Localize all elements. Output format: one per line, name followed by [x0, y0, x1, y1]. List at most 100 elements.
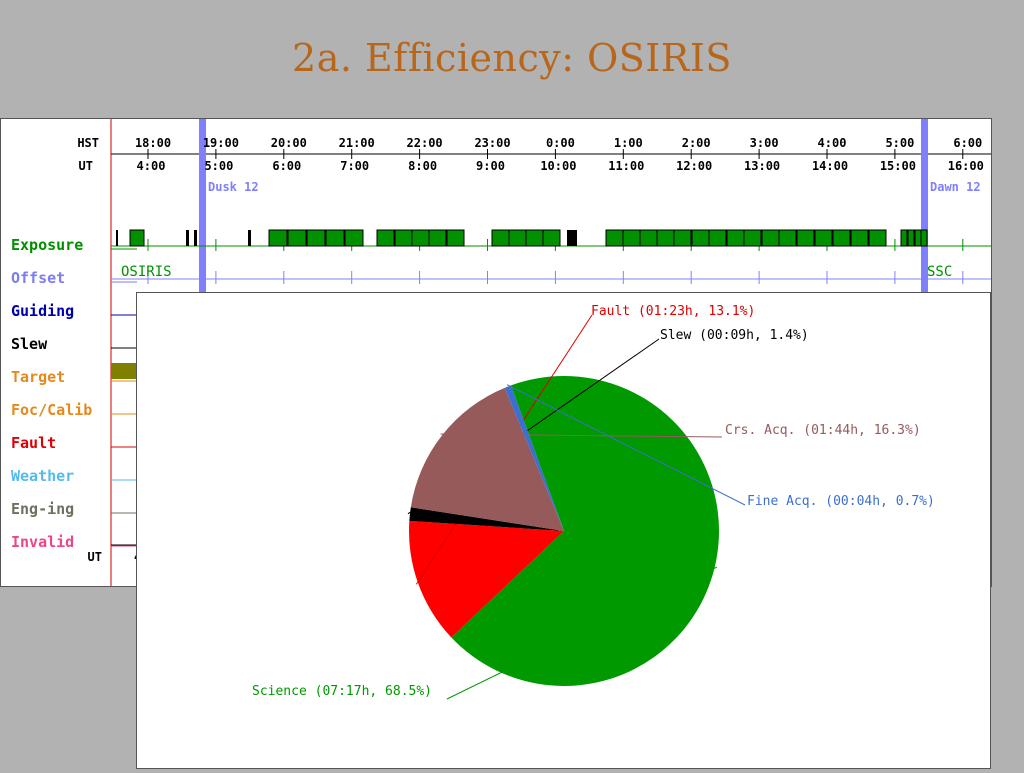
exposure-block [508, 229, 527, 247]
exposure-block [344, 229, 364, 247]
ut-tick-label: 13:00 [744, 159, 780, 173]
pie-slice-science [451, 376, 719, 686]
slew-marker [186, 230, 189, 246]
exposure-block [622, 229, 641, 247]
row-label-foc-calib: Foc/Calib [11, 401, 92, 419]
ut-tick-label: 16:00 [948, 159, 984, 173]
ut-tick-label: 10:00 [540, 159, 576, 173]
exposure-block [796, 229, 815, 247]
ut-axis-label: UT [79, 159, 93, 173]
hst-tick-label: 6:00 [953, 136, 982, 150]
row-label-slew: Slew [11, 335, 48, 353]
hst-tick-label: 18:00 [135, 136, 171, 150]
hst-tick-label: 0:00 [546, 136, 575, 150]
exposure-block [428, 229, 447, 247]
pie-label: Slew (00:09h, 1.4%) [660, 328, 809, 343]
exposure-block [814, 229, 833, 247]
exposure-block [691, 229, 710, 247]
row-label-weather: Weather [11, 467, 74, 485]
ut-tick-label: 5:00 [204, 159, 233, 173]
ut-tick-label: 8:00 [408, 159, 437, 173]
exposure-block [376, 229, 395, 247]
dawn-marker [921, 119, 928, 294]
slide-title: 2a. Efficiency: OSIRIS [292, 36, 732, 80]
exposure-block [268, 229, 288, 247]
exposure-block [639, 229, 658, 247]
exposure-block [743, 229, 762, 247]
row-label-fault: Fault [11, 434, 56, 452]
instrument-start-label: OSIRIS [121, 264, 172, 280]
exposure-block [525, 229, 544, 247]
exposure-block [778, 229, 797, 247]
row-label-offset: Offset [11, 269, 65, 287]
hst-tick-label: 3:00 [750, 136, 779, 150]
pie-slice-slew [409, 507, 564, 531]
hst-tick-label: 19:00 [203, 136, 239, 150]
bottom-ut-label: UT [88, 550, 102, 564]
exposure-block [900, 229, 908, 247]
row-label-exposure: Exposure [11, 236, 83, 254]
exposure-block [832, 229, 851, 247]
pie-leader-line [440, 433, 723, 438]
exposure-block [306, 229, 326, 247]
dawn-label: Dawn 12 [930, 180, 981, 194]
dusk-label: Dusk 12 [208, 180, 259, 194]
exposure-block [907, 229, 915, 247]
hst-tick-label: 5:00 [885, 136, 914, 150]
row-label-guiding: Guiding [11, 302, 74, 320]
exposure-block [708, 229, 727, 247]
ut-tick-label: 9:00 [476, 159, 505, 173]
pie-slice-crs [410, 387, 564, 531]
exposure-block [673, 229, 692, 247]
ut-tick-label: 6:00 [272, 159, 301, 173]
hst-tick-label: 1:00 [614, 136, 643, 150]
exposure-block [394, 229, 413, 247]
row-label-invalid: Invalid [11, 533, 74, 551]
pie-leader-line [446, 566, 718, 700]
exposure-block [325, 229, 345, 247]
target-bar [111, 363, 137, 379]
exposure-block [491, 229, 510, 247]
exposure-block [656, 229, 675, 247]
efficiency-pie-chart: Science (07:17h, 68.5%) Fault (01:23h, 13… [252, 304, 935, 700]
instrument-end-label: SSC [927, 264, 952, 280]
pie-label: Crs. Acq. (01:44h, 16.3%) [725, 423, 921, 438]
slew-marker [567, 230, 577, 246]
exposure-block [726, 229, 745, 247]
efficiency-pie-panel: Science (07:17h, 68.5%) Fault (01:23h, 13… [136, 292, 991, 769]
exposure-block [129, 229, 145, 247]
exposure-block [761, 229, 780, 247]
slew-marker [194, 230, 197, 246]
exposure-block [605, 229, 624, 247]
hst-tick-label: 22:00 [407, 136, 443, 150]
exposure-block [411, 229, 430, 247]
hst-tick-label: 2:00 [682, 136, 711, 150]
exposure-block [914, 229, 922, 247]
exposure-block [446, 229, 465, 247]
hst-tick-label: 4:00 [818, 136, 847, 150]
slew-marker [248, 230, 251, 246]
exposure-block [850, 229, 869, 247]
exposure-block [542, 229, 561, 247]
pie-slice-fault [409, 520, 564, 638]
hst-tick-label: 20:00 [271, 136, 307, 150]
hst-tick-label: 21:00 [339, 136, 375, 150]
pie-label: Fine Acq. (00:04h, 0.7%) [747, 494, 935, 509]
exposure-block [920, 229, 928, 247]
row-label-eng-ing: Eng-ing [11, 500, 74, 518]
ut-tick-label: 11:00 [608, 159, 644, 173]
slew-marker [116, 230, 118, 246]
ut-tick-label: 15:00 [880, 159, 916, 173]
hst-tick-label: 23:00 [474, 136, 510, 150]
exposure-block [287, 229, 307, 247]
pie-slice-fine [504, 385, 564, 531]
ut-tick-label: 14:00 [812, 159, 848, 173]
ut-tick-label: 12:00 [676, 159, 712, 173]
night-timeline: HST UT Dusk 12 Dawn 12 OSIRIS SSC UT 4 1… [11, 119, 991, 586]
pie-label: Fault (01:23h, 13.1%) [591, 304, 755, 319]
ut-tick-label: 4:00 [137, 159, 166, 173]
ut-tick-label: 7:00 [340, 159, 369, 173]
exposure-block [868, 229, 887, 247]
row-label-target: Target [11, 368, 65, 386]
hst-axis-label: HST [77, 136, 99, 150]
